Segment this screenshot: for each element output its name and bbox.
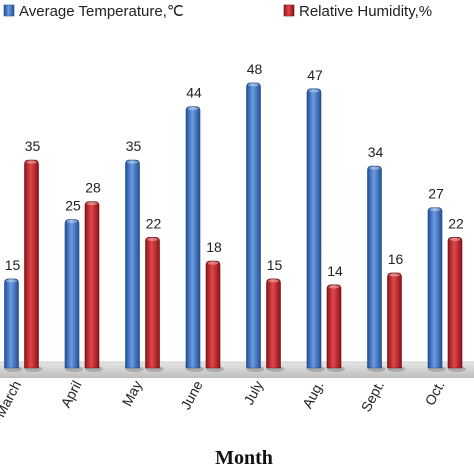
bar-cap: [389, 273, 400, 277]
bar-cap: [187, 107, 199, 111]
bar-cap: [248, 83, 259, 87]
bar-temperature-july: [246, 82, 261, 369]
bar-cap: [328, 285, 340, 289]
value-label-humidity-aug: 14: [327, 263, 343, 279]
value-label-humidity-march: 35: [25, 138, 41, 154]
legend-label-humidity: Relative Humidity,%: [299, 3, 432, 20]
bar-temperature-march: [4, 278, 19, 369]
bar-cap: [147, 237, 158, 241]
bar-cap: [308, 89, 320, 93]
value-label-humidity-may: 22: [146, 215, 162, 231]
value-label-humidity-july: 15: [267, 257, 283, 273]
legend: Average Temperature,℃ Relative Humidity,…: [3, 3, 432, 20]
bar-cap: [369, 166, 380, 170]
x-tick-label-june: June: [177, 378, 205, 413]
bar-cap: [207, 261, 219, 265]
bar-humidity-june: [205, 260, 221, 369]
bar-temperature-april: [64, 219, 80, 369]
value-label-humidity-june: 18: [206, 239, 222, 255]
bar-humidity-may: [145, 237, 160, 369]
bar-temperature-may: [125, 159, 140, 369]
value-label-temperature-july: 48: [247, 61, 263, 77]
x-tick-label-may: May: [119, 378, 146, 409]
bar-cap: [26, 160, 37, 164]
bar-cap: [268, 279, 279, 283]
value-label-temperature-march: 15: [5, 257, 21, 273]
bar-cap: [6, 279, 17, 283]
bar-cap: [429, 208, 441, 212]
value-label-temperature-sept: 34: [368, 144, 384, 160]
x-tick-label-april: April: [57, 378, 84, 410]
legend-swatch-temperature: [3, 4, 15, 17]
bar-temperature-aug: [306, 88, 322, 369]
bar-cap: [86, 202, 98, 206]
x-ticks-group: March April May June July Aug. Sept. Oct.: [0, 378, 448, 420]
chart-floor: [0, 362, 474, 378]
bars-group: [4, 82, 466, 372]
x-tick-label-aug: Aug.: [299, 378, 327, 411]
bar-cap: [66, 219, 78, 224]
bar-temperature-sept: [367, 165, 382, 369]
value-label-temperature-may: 35: [126, 138, 142, 154]
bar-humidity-aug: [326, 284, 342, 369]
value-label-temperature-aug: 47: [307, 67, 323, 83]
x-axis-title: Month: [215, 447, 273, 469]
x-tick-label-july: July: [240, 378, 266, 408]
value-label-humidity-oct: 22: [448, 215, 464, 231]
bar-humidity-april: [84, 201, 100, 369]
legend-label-temperature: Average Temperature,℃: [19, 3, 184, 20]
bar-humidity-july: [266, 278, 281, 369]
x-tick-label-march: March: [0, 378, 24, 420]
bar-humidity-oct: [447, 237, 463, 369]
bar-cap: [449, 237, 461, 241]
value-label-humidity-april: 28: [85, 180, 101, 196]
value-label-temperature-june: 44: [186, 85, 202, 101]
legend-swatch-humidity: [283, 4, 295, 17]
value-label-humidity-sept: 16: [388, 251, 404, 267]
value-label-temperature-oct: 27: [428, 186, 444, 202]
bar-humidity-march: [24, 159, 39, 369]
bar-temperature-june: [185, 106, 201, 369]
value-label-temperature-april: 25: [65, 198, 81, 214]
x-tick-label-sept: Sept.: [358, 378, 387, 414]
bar-temperature-oct: [427, 207, 443, 369]
bar-cap: [127, 160, 138, 164]
x-tick-label-oct: Oct.: [421, 378, 447, 408]
bar-humidity-sept: [387, 272, 402, 369]
